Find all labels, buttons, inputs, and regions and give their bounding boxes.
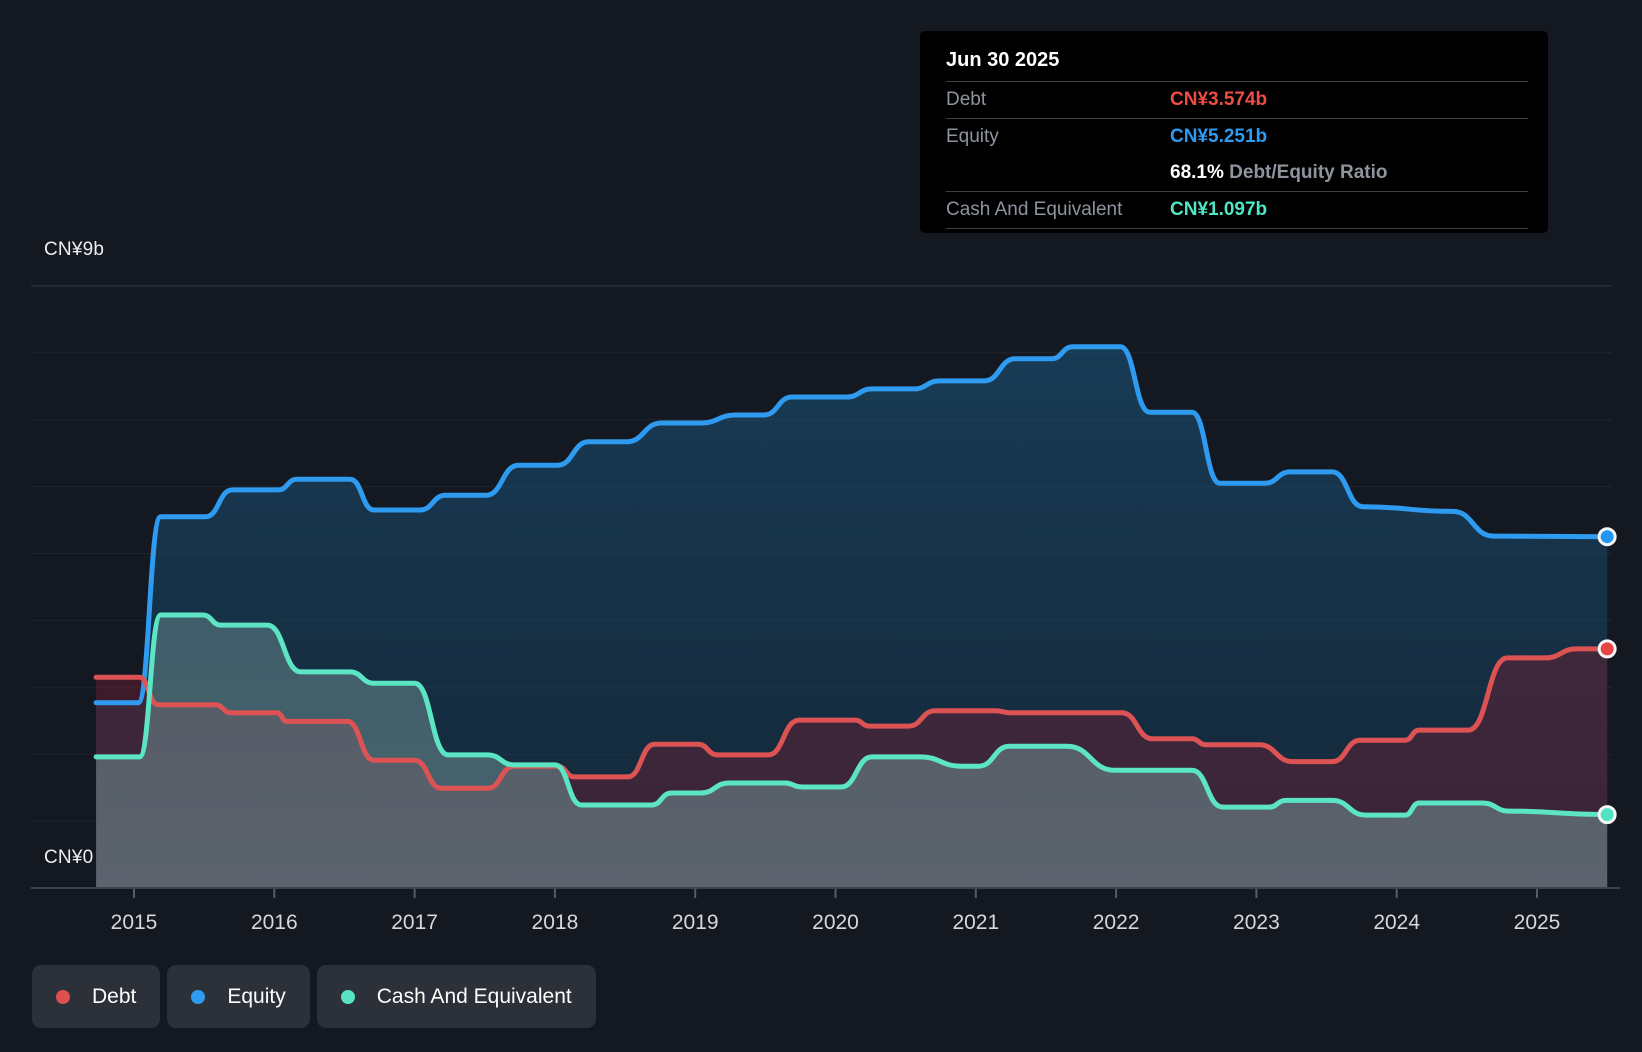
equity-dot-icon <box>191 989 206 1004</box>
cash-line <box>93 612 1610 818</box>
x-tick-label-2025: 2025 <box>1514 911 1561 934</box>
tooltip-row-cash: Cash And Equivalent CN¥1.097b <box>946 192 1528 229</box>
debt-end-dot <box>1597 639 1617 659</box>
tooltip-row-debt: Debt CN¥3.574b <box>946 82 1528 119</box>
debt-dot-icon <box>56 989 70 1004</box>
equity-end-dot <box>1597 527 1617 547</box>
legend-chip-equity[interactable]: Equity <box>167 965 310 1028</box>
tooltip-equity-label: Equity <box>946 126 999 147</box>
y-axis-top-label: CN¥9b <box>44 239 105 260</box>
legend-chip-cash[interactable]: Cash And Equivalent <box>316 965 596 1028</box>
x-tick-label-2016: 2016 <box>251 911 298 934</box>
tooltip-equity-value: CN¥5.251b <box>1170 126 1268 147</box>
tooltip-debt-label: Debt <box>946 89 987 110</box>
x-tick-label-2019: 2019 <box>672 911 719 934</box>
tooltip-cash-label: Cash And Equivalent <box>946 199 1123 220</box>
legend-chip-debt[interactable]: Debt <box>32 965 161 1028</box>
cash-end-dot <box>1597 805 1617 825</box>
cash-dot-icon <box>340 989 355 1004</box>
legend-label-equity: Equity <box>227 984 286 1008</box>
x-tick-label-2015: 2015 <box>111 911 158 934</box>
x-axis: 2015 2016 2017 2018 2019 2020 2021 2022 2023 2024… <box>111 889 1561 934</box>
legend-label-debt: Debt <box>92 984 137 1008</box>
equity-line <box>93 344 1610 706</box>
tooltip-date: Jun 30 2025 <box>946 43 1528 82</box>
tooltip-ratio-value: 68.1% Debt/Equity Ratio <box>1170 162 1388 183</box>
debt-line <box>93 646 1610 791</box>
legend-label-cash: Cash And Equivalent <box>376 984 572 1008</box>
x-tick-label-2021: 2021 <box>952 911 999 934</box>
tooltip-row-equity: Equity CN¥5.251b <box>946 119 1528 155</box>
x-tick-label-2018: 2018 <box>532 911 579 934</box>
x-tick-label-2023: 2023 <box>1233 911 1280 934</box>
chart-legend: Debt Equity Cash And Equivalent <box>32 965 596 1028</box>
tooltip-row-ratio: 68.1% Debt/Equity Ratio <box>946 155 1528 192</box>
tooltip-cash-value: CN¥1.097b <box>1170 199 1268 220</box>
y-axis-zero-label: CN¥0 <box>44 847 94 868</box>
x-tick-label-2020: 2020 <box>812 911 859 934</box>
x-tick-label-2022: 2022 <box>1093 911 1140 934</box>
x-tick-label-2017: 2017 <box>391 911 438 934</box>
x-tick-label-2024: 2024 <box>1373 911 1420 934</box>
tooltip-debt-value: CN¥3.574b <box>1170 89 1268 110</box>
cash-area <box>96 615 1608 888</box>
chart-tooltip: Jun 30 2025 Debt CN¥3.574b Equity CN¥5.2… <box>920 31 1548 233</box>
